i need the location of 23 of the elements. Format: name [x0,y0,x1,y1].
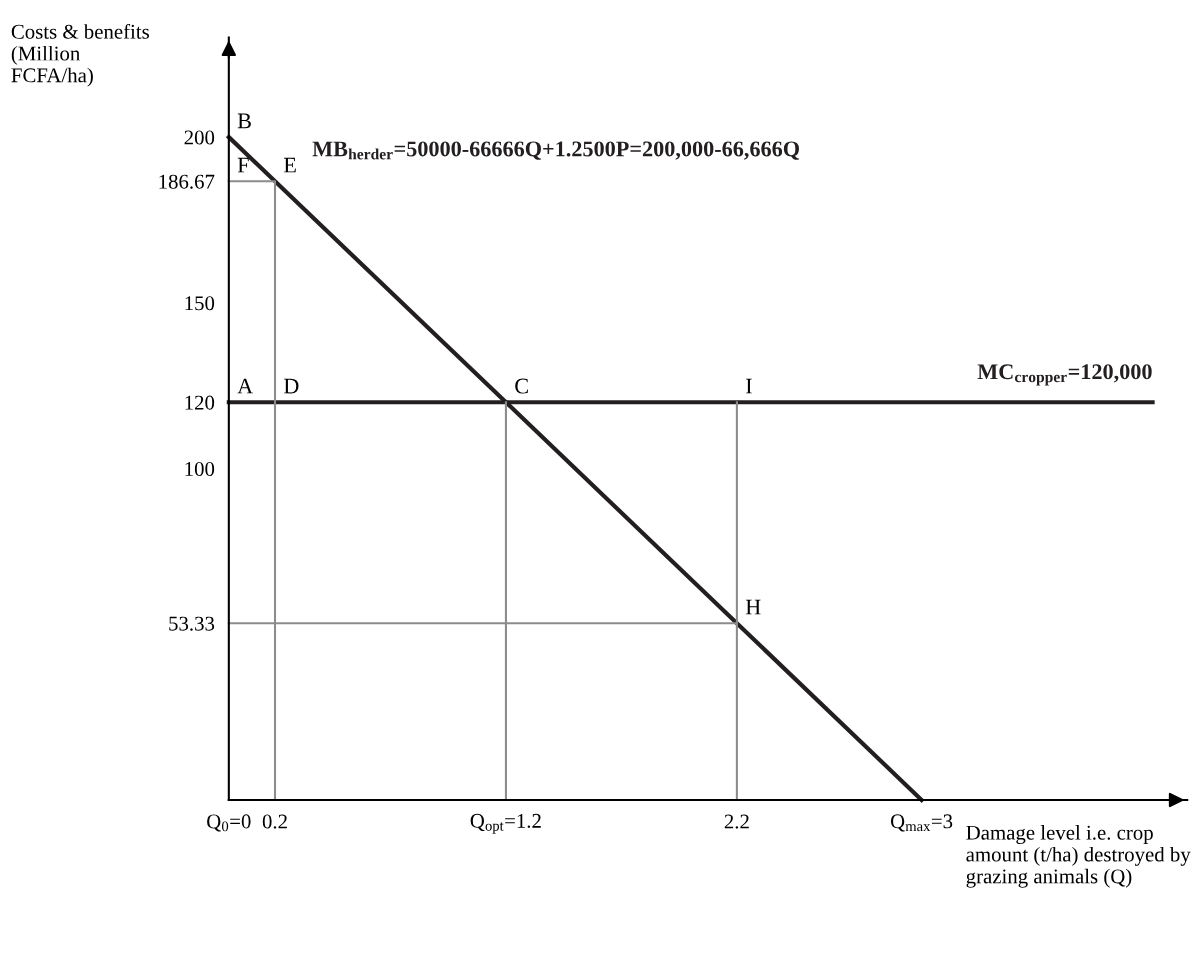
annotation: D [283,378,299,394]
annotation: I [746,378,752,394]
annotation: B [237,113,251,129]
annotation: F [237,157,249,173]
y-tick-label: 186.67 [159,174,215,189]
x-tick-label: Q$_{opt}$=1.2 [470,813,541,834]
x-axis-title: Damage level i.e. crop amount (t/ha) destroyed by grazing animals (Q) [966,825,1191,888]
y-tick-label: 53.33 [169,616,215,631]
annotation: H [745,599,761,615]
annotation: C [515,378,528,394]
x-tick-label: 0.2 [262,814,287,829]
x-tick-label: Q$_{max}$=3 [890,814,953,832]
y-tick-label: 100 [185,461,215,476]
x-tick-label: Q$_{0}$=0 [207,814,251,832]
y-tick-label: 150 [185,296,215,311]
y-tick-label: 200 [184,130,215,145]
x-tick-label: 2.2 [724,814,749,829]
y-tick-label: 120 [185,395,215,410]
y-axis-title: Costs & benefits (Million FCFA/ha) [11,23,149,87]
annotation: E [283,157,296,173]
series-label: MC$_{cropper}$=120,000 [977,364,1152,386]
series-label: MB$_{herder}$=50000-66666Q+1.2500P=200,000-66,666Q [312,141,800,160]
annotation: A [237,378,254,394]
